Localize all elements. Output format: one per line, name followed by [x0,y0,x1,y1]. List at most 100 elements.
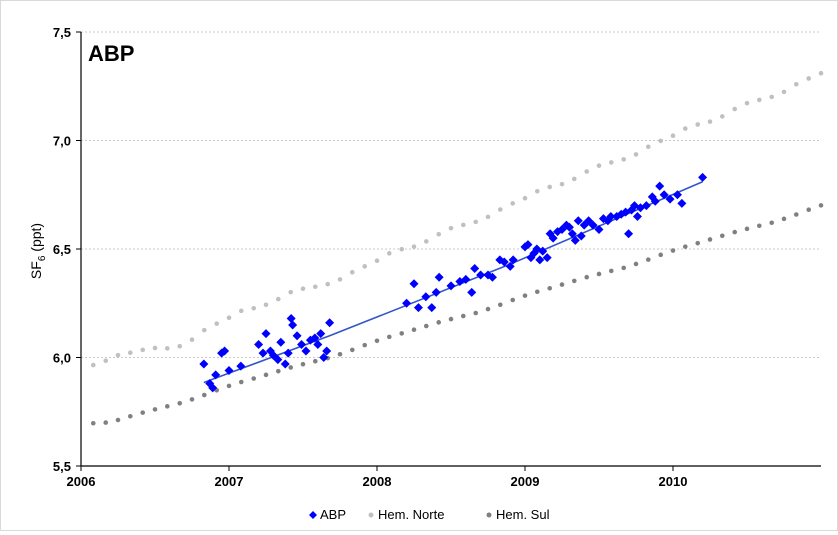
hem-sul-point-18 [312,358,318,364]
abp-point-31 [413,303,423,313]
hem-sul-point-46 [658,252,664,258]
abp-point-83 [650,196,660,206]
abp-point-16 [283,348,293,358]
x-tick-label-4: 2010 [659,474,688,489]
abp-point-15 [280,359,290,369]
abp-point-76 [624,229,634,239]
abp-point-86 [665,194,675,204]
abp-point-57 [548,233,558,243]
axes [76,31,821,471]
hem-sul-point-37 [547,285,553,291]
abp-point-30 [409,279,419,289]
abp-point-88 [677,198,687,208]
hem-sul-point-4 [140,410,146,415]
hem-norte-point-12 [238,308,244,314]
hem-sul-point-38 [559,282,565,287]
hem-norte-point-47 [670,133,676,139]
hem-sul-point-25 [399,331,405,336]
hem-sul-point-2 [115,417,121,423]
abp-point-55 [542,253,552,263]
hem-sul-point-54 [756,223,762,229]
hem-norte-point-11 [226,315,232,321]
abp-point-33 [427,303,437,313]
abp-point-40 [470,264,480,274]
abp-point-19 [292,331,302,341]
abp-point-9 [258,348,268,358]
hem-sul-point-41 [596,271,602,277]
series-hem-norte [90,70,824,368]
abp-point-34 [431,287,441,297]
hem-norte-point-24 [386,251,392,256]
abp-point-2 [208,383,218,393]
hem-norte-point-42 [608,160,614,165]
legend-marker-abp [309,511,317,519]
abp-point-84 [655,181,665,191]
hem-norte-point-55 [769,94,775,100]
hem-sul-point-34 [510,297,516,303]
abp-point-89 [698,172,708,182]
hem-sul-point-30 [460,313,466,319]
hem-sul-point-22 [362,342,368,348]
hem-sul-point-5 [152,407,158,412]
abp-point-47 [508,255,518,265]
chart-title: ABP [88,41,134,66]
hem-norte-point-6 [164,346,170,351]
abp-point-85 [659,190,669,200]
hem-sul-point-39 [571,278,577,284]
hem-norte-point-44 [633,152,639,157]
hem-norte-point-50 [707,119,713,124]
x-tick-label-3: 2009 [511,474,540,489]
hem-norte-point-20 [337,277,343,282]
abp-point-53 [535,255,545,265]
hem-norte-point-17 [300,286,306,292]
y-tick-label-1: 6,0 [53,351,71,366]
y-tick-label-0: 5,5 [53,459,71,474]
series-abp [199,172,708,393]
abp-point-41 [476,270,486,280]
hem-norte-point-59 [818,70,824,76]
hem-sul-point-57 [793,212,799,217]
hem-sul-point-27 [423,323,429,329]
abp-point-43 [487,272,497,282]
hem-sul-point-0 [90,420,96,426]
hem-norte-point-4 [140,347,146,353]
y-axis-label-main: SF [28,261,44,279]
abp-point-5 [220,346,230,356]
abp-point-54 [538,246,548,256]
hem-sul-point-7 [177,400,183,406]
hem-sul-point-43 [621,265,627,271]
hem-norte-point-1 [103,358,109,364]
hem-norte-point-46 [658,138,664,144]
hem-sul-point-23 [374,338,380,344]
hem-norte-point-36 [534,188,540,194]
hem-sul-point-6 [164,404,170,409]
y-axis-label-unit: (ppt) [28,223,44,256]
hem-sul-point-20 [337,351,343,357]
hem-sul-point-14 [263,372,269,378]
hem-norte-point-33 [497,207,503,212]
hem-norte-point-15 [275,296,281,302]
hem-sul-point-49 [695,240,701,246]
abp-point-69 [594,224,604,234]
hem-norte-point-9 [201,327,207,333]
legend-label-hem-norte: Hem. Norte [378,507,444,522]
hem-sul-point-36 [534,289,540,295]
abp-point-81 [641,201,651,211]
hem-sul-point-9 [201,392,207,398]
hem-sul-point-58 [806,207,812,213]
abp-point-17 [286,313,296,323]
abp-point-21 [301,346,311,356]
legend-label-abp: ABP [320,507,346,522]
hem-sul-point-51 [719,233,725,239]
hem-sul-point-16 [288,365,294,370]
abp-point-32 [421,292,431,302]
abp-point-28 [325,318,335,328]
hem-sul-point-53 [744,226,750,232]
abp-point-39 [467,287,477,297]
y-tick-label-4: 7,5 [53,25,71,40]
hem-sul-point-12 [238,379,244,385]
y-axis-label-subscript: 6 [37,255,48,261]
abp-point-79 [632,211,642,221]
hem-norte-point-0 [90,362,96,368]
